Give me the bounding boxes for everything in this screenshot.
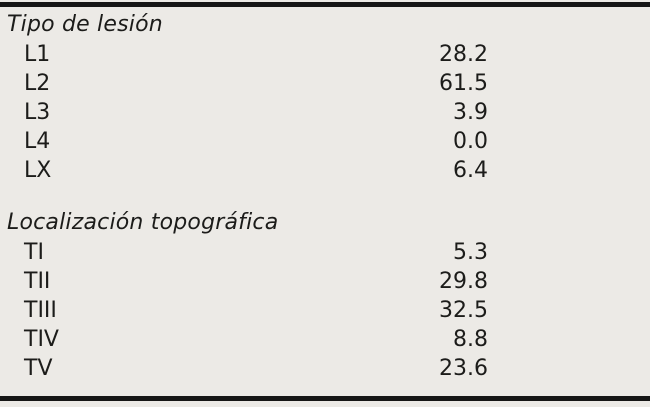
row-value: 28.2 xyxy=(439,42,488,67)
row-label: TIII xyxy=(24,298,57,323)
section-spacer xyxy=(0,185,650,207)
table-row: L4 0.0 xyxy=(0,127,650,156)
table-row: TIV 8.8 xyxy=(0,325,650,354)
table-row: TV 23.6 xyxy=(0,354,650,383)
row-value: 61.5 xyxy=(439,71,488,96)
row-label: L4 xyxy=(24,129,51,154)
table-row: TI 5.3 xyxy=(0,238,650,267)
row-value: 3.9 xyxy=(453,100,488,125)
row-label: TII xyxy=(24,269,51,294)
table-content: Tipo de lesión L1 28.2 L2 61.5 L3 3.9 L4… xyxy=(0,9,650,383)
row-label: L1 xyxy=(24,42,51,67)
row-label: L2 xyxy=(24,71,51,96)
section-heading-tipo-de-lesion: Tipo de lesión xyxy=(7,12,163,37)
table-bottom-rule xyxy=(0,396,650,401)
row-value: 32.5 xyxy=(439,298,488,323)
row-label: TV xyxy=(24,356,53,381)
table-row: TIII 32.5 xyxy=(0,296,650,325)
row-value: 5.3 xyxy=(453,240,488,265)
table-row: L1 28.2 xyxy=(0,40,650,69)
table-row: TII 29.8 xyxy=(0,267,650,296)
row-value: 29.8 xyxy=(439,269,488,294)
row-label: TIV xyxy=(24,327,59,352)
row-label: TI xyxy=(24,240,44,265)
section-heading-localizacion-topografica: Localización topográfica xyxy=(7,210,279,235)
row-label: L3 xyxy=(24,100,51,125)
table-row: LX 6.4 xyxy=(0,156,650,185)
row-label: LX xyxy=(24,158,52,183)
table-row: L3 3.9 xyxy=(0,98,650,127)
table-top-rule xyxy=(0,2,650,7)
row-value: 23.6 xyxy=(439,356,488,381)
row-value: 0.0 xyxy=(453,129,488,154)
row-value: 6.4 xyxy=(453,158,488,183)
table-row: L2 61.5 xyxy=(0,69,650,98)
row-value: 8.8 xyxy=(453,327,488,352)
